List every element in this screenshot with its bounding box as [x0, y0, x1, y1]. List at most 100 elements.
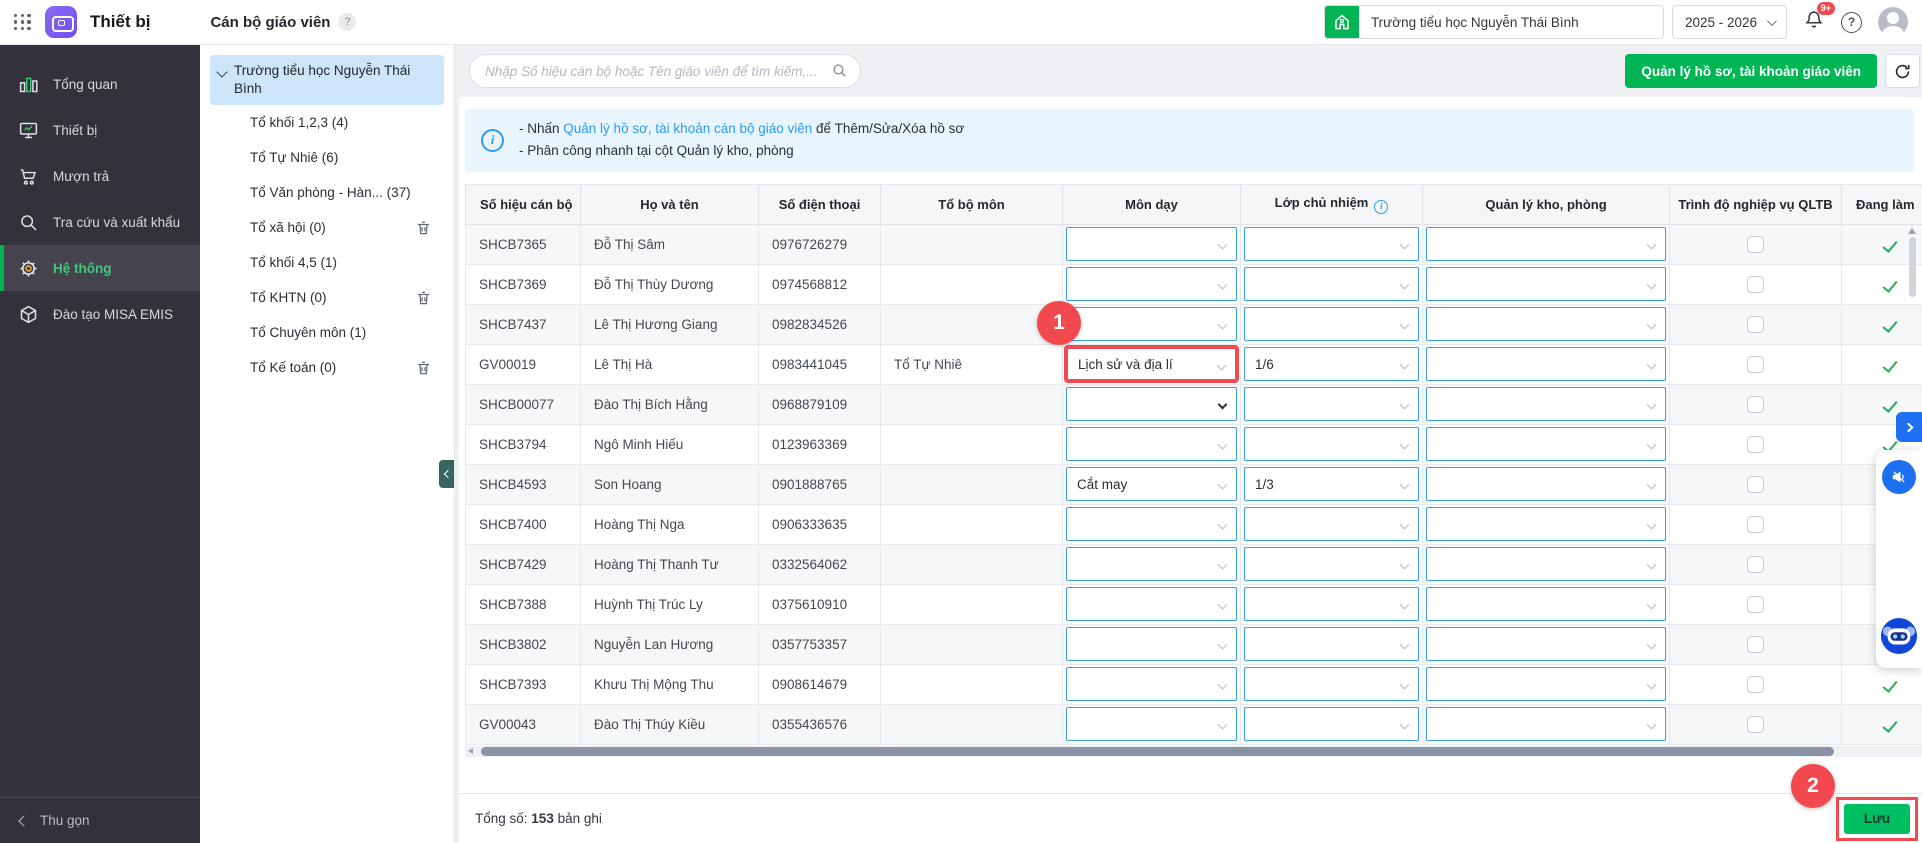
table-row: SHCB3802 Nguyễn Lan Hương 0357753357	[465, 623, 1922, 665]
subject-select[interactable]	[1066, 587, 1237, 622]
search-input[interactable]	[469, 54, 861, 88]
tree-collapse-handle[interactable]	[439, 460, 454, 488]
app-grid-icon[interactable]	[14, 13, 31, 31]
qltb-checkbox[interactable]	[1747, 355, 1764, 373]
subject-select[interactable]	[1066, 307, 1237, 342]
sidebar-item-dao-tao-misa-emis[interactable]: Đào tạo MISA EMIS	[0, 291, 200, 337]
qltb-checkbox[interactable]	[1747, 515, 1764, 533]
subject-select[interactable]	[1066, 627, 1237, 662]
announcement-button[interactable]	[1882, 460, 1916, 494]
qltb-checkbox[interactable]	[1747, 475, 1764, 493]
tree-item[interactable]: Tổ khối 4,5 (1)	[210, 245, 444, 280]
qltb-checkbox[interactable]	[1747, 315, 1764, 333]
homeroom-select[interactable]	[1244, 427, 1419, 462]
homeroom-select[interactable]	[1244, 267, 1419, 302]
subject-select[interactable]	[1066, 547, 1237, 582]
tree-item[interactable]: Tổ khối 1,2,3 (4)	[210, 105, 444, 140]
warehouse-select[interactable]	[1426, 707, 1666, 742]
chevron-down-icon	[1646, 599, 1657, 610]
tree-item[interactable]: Tổ Kế toán (0)	[210, 350, 444, 385]
device-app-icon[interactable]	[45, 6, 77, 38]
sidebar-item-thiet-bi[interactable]: Thiết bị	[0, 107, 200, 153]
warehouse-select[interactable]	[1426, 627, 1666, 662]
homeroom-select[interactable]	[1244, 227, 1419, 262]
warehouse-select[interactable]	[1426, 347, 1666, 382]
warehouse-select[interactable]	[1426, 387, 1666, 422]
qltb-checkbox[interactable]	[1747, 635, 1764, 653]
sidebar-item-tong-quan[interactable]: Tổng quan	[0, 61, 200, 107]
tree-item[interactable]: Tổ Văn phòng - Hàn... (37)	[210, 175, 444, 210]
subject-select[interactable]	[1066, 427, 1237, 462]
subject-select[interactable]	[1066, 707, 1237, 742]
qltb-checkbox[interactable]	[1747, 275, 1764, 293]
qltb-checkbox[interactable]	[1747, 675, 1764, 693]
qltb-checkbox[interactable]	[1747, 595, 1764, 613]
sidebar-item-he-thong[interactable]: Hệ thống	[0, 245, 200, 291]
horizontal-scrollbar[interactable]	[465, 745, 1922, 757]
warehouse-select[interactable]	[1426, 427, 1666, 462]
warehouse-select[interactable]	[1426, 507, 1666, 542]
subject-select[interactable]	[1066, 267, 1237, 302]
cell-subject	[1062, 703, 1241, 745]
warehouse-select[interactable]	[1426, 547, 1666, 582]
homeroom-select[interactable]	[1244, 707, 1419, 742]
homeroom-select[interactable]: 1/6	[1244, 347, 1419, 382]
warehouse-select[interactable]	[1426, 267, 1666, 302]
qltb-checkbox[interactable]	[1747, 235, 1764, 253]
sidebar-item-muon-tra[interactable]: Mượn trả	[0, 153, 200, 199]
chevron-down-icon	[1217, 279, 1228, 290]
chatbot-button[interactable]	[1880, 617, 1918, 660]
homeroom-select[interactable]: 1/3	[1244, 467, 1419, 502]
vertical-scrollbar-thumb[interactable]	[1908, 236, 1916, 297]
total-records: Tổng số: 153 bản ghi	[475, 811, 602, 826]
subject-select[interactable]: Lịch sử và địa lí	[1064, 345, 1239, 384]
refresh-button[interactable]	[1885, 54, 1920, 88]
subject-select[interactable]	[1066, 507, 1237, 542]
trash-icon[interactable]	[415, 289, 432, 307]
column-header: Họ và tên	[580, 183, 759, 225]
qltb-checkbox[interactable]	[1747, 715, 1764, 733]
school-selector[interactable]: Trường tiểu học Nguyễn Thái Bình	[1323, 5, 1664, 39]
tree-item[interactable]: Tổ KHTN (0)	[210, 280, 444, 315]
warehouse-select[interactable]	[1426, 227, 1666, 262]
subject-select[interactable]: Cắt may	[1066, 467, 1237, 502]
trash-icon[interactable]	[415, 219, 432, 237]
qltb-checkbox[interactable]	[1747, 395, 1764, 413]
notifications-button[interactable]: 9+	[1803, 1, 1835, 36]
school-year-selector[interactable]: 2025 - 2026	[1671, 5, 1787, 39]
subject-select[interactable]	[1066, 667, 1237, 702]
subject-select[interactable]	[1066, 387, 1237, 422]
sidebar-item-tra-cuu-va-xuat-khau[interactable]: Tra cứu và xuất khẩu	[0, 199, 200, 245]
homeroom-select[interactable]	[1244, 587, 1419, 622]
side-panel-expand-tab[interactable]	[1896, 412, 1922, 442]
tree-item[interactable]: Tổ Chuyên môn (1)	[210, 315, 444, 350]
homeroom-select[interactable]	[1244, 667, 1419, 702]
homeroom-select[interactable]	[1244, 627, 1419, 662]
warehouse-select[interactable]	[1426, 467, 1666, 502]
homeroom-select[interactable]	[1244, 387, 1419, 422]
warehouse-select[interactable]	[1426, 587, 1666, 622]
sidebar-collapse-button[interactable]: Thu gọn	[0, 797, 200, 843]
manage-profiles-link[interactable]: Quản lý hồ sơ, tài khoản cán bộ giáo viê…	[563, 121, 813, 136]
subject-select[interactable]	[1066, 227, 1237, 262]
homeroom-select[interactable]	[1244, 507, 1419, 542]
cell-phone: 0968879109	[758, 383, 881, 425]
warehouse-select[interactable]	[1426, 667, 1666, 702]
save-button[interactable]: Lưu	[1844, 803, 1910, 834]
qltb-checkbox[interactable]	[1747, 435, 1764, 453]
qltb-checkbox[interactable]	[1747, 555, 1764, 573]
homeroom-info-icon[interactable]: i	[1374, 199, 1389, 214]
trash-icon[interactable]	[415, 359, 432, 377]
tree-item-school-root[interactable]: Trường tiểu học Nguyễn Thái Bình	[210, 55, 444, 106]
tree-item[interactable]: Tổ xã hội (0)	[210, 210, 444, 245]
manage-profiles-button[interactable]: Quản lý hồ sơ, tài khoản giáo viên	[1625, 54, 1877, 88]
horizontal-scrollbar-thumb[interactable]	[481, 746, 1834, 756]
vertical-scrollbar[interactable]	[1908, 227, 1916, 743]
warehouse-select[interactable]	[1426, 307, 1666, 342]
tree-item[interactable]: Tổ Tự Nhiê (6)	[210, 140, 444, 175]
homeroom-select[interactable]	[1244, 307, 1419, 342]
global-help-button[interactable]: ?	[1841, 11, 1862, 33]
page-help-icon[interactable]: ?	[338, 13, 357, 31]
user-avatar[interactable]	[1878, 7, 1908, 37]
homeroom-select[interactable]	[1244, 547, 1419, 582]
